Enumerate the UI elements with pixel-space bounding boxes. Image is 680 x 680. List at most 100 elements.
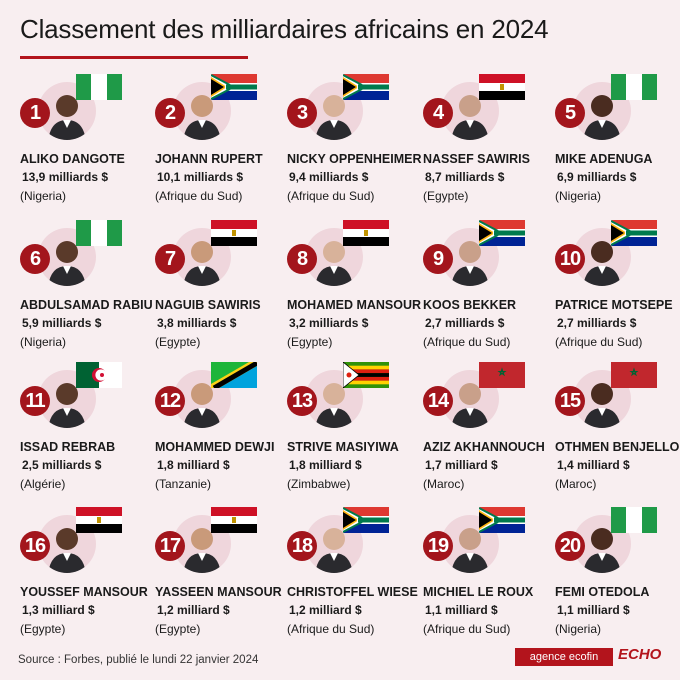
- billionaire-card: 20 FEMI OTEDOLA 1,1 milliard $ (Nigeria): [555, 507, 680, 636]
- net-worth: 2,7 milliards $: [425, 316, 505, 330]
- egypt-flag-icon: [479, 74, 525, 100]
- billionaire-card: 9 KOOS BEKKER 2,7 milliards $ (Afrique du S…: [423, 220, 557, 349]
- rank-badge: 18: [287, 531, 317, 561]
- billionaire-card: 14 AZIZ AKHANNOUCH 1,7 milliard $ (Maroc): [423, 362, 557, 491]
- billionaire-card: 1 ALIKO DANGOTE 13,9 milliards $ (Nigeria): [20, 74, 154, 203]
- net-worth: 5,9 milliards $: [22, 316, 102, 330]
- billionaire-name: OTHMEN BENJELLOUN: [555, 440, 680, 454]
- country: (Afrique du Sud): [287, 622, 375, 636]
- net-worth: 2,5 milliards $: [22, 458, 102, 472]
- country: (Afrique du Sud): [155, 189, 243, 203]
- rank-badge: 17: [155, 531, 185, 561]
- south-africa-flag-icon: [479, 220, 525, 246]
- net-worth: 1,1 milliard $: [425, 603, 498, 617]
- rank-badge: 15: [555, 386, 585, 416]
- rank-badge: 3: [287, 98, 317, 128]
- rank-badge: 2: [155, 98, 185, 128]
- billionaire-card: 10 PATRICE MOTSEPE 2,7 milliards $ (Afrique…: [555, 220, 680, 349]
- rank-badge: 19: [423, 531, 453, 561]
- billionaire-name: NAGUIB SAWIRIS: [155, 298, 261, 312]
- south-africa-flag-icon: [343, 74, 389, 100]
- billionaire-card: 7 NAGUIB SAWIRIS 3,8 milliards $ (Egypte): [155, 220, 289, 349]
- rank-badge: 12: [155, 386, 185, 416]
- net-worth: 8,7 milliards $: [425, 170, 505, 184]
- country: (Nigeria): [555, 622, 602, 636]
- net-worth: 6,9 milliards $: [557, 170, 637, 184]
- billionaire-card: 18 CHRISTOFFEL WIESE 1,2 milliard $ (Afriqu…: [287, 507, 421, 636]
- echo-logo: ECHO: [618, 646, 662, 663]
- billionaire-name: NICKY OPPENHEIMER: [287, 152, 422, 166]
- billionaire-name: MIKE ADENUGA: [555, 152, 653, 166]
- agence-ecofin-logo: agence ecofin: [515, 648, 613, 666]
- nigeria-flag-icon: [611, 74, 657, 100]
- net-worth: 1,4 milliard $: [557, 458, 630, 472]
- country: (Afrique du Sud): [423, 335, 511, 349]
- portrait-photo: [441, 515, 499, 573]
- rank-badge: 20: [555, 531, 585, 561]
- billionaire-name: ALIKO DANGOTE: [20, 152, 125, 166]
- morocco-flag-icon: [479, 362, 525, 388]
- billionaire-card: 8 MOHAMED MANSOUR 3,2 milliards $ (Egypte): [287, 220, 422, 349]
- country: (Egypte): [287, 335, 333, 349]
- rank-badge: 13: [287, 386, 317, 416]
- zimbabwe-flag-icon: [343, 362, 389, 388]
- billionaire-card: 12 MOHAMMED DEWJI 1,8 milliard $ (Tanzanie): [155, 362, 289, 491]
- net-worth: 13,9 milliards $: [22, 170, 109, 184]
- south-africa-flag-icon: [343, 507, 389, 533]
- billionaire-name: MOHAMED MANSOUR: [287, 298, 422, 312]
- rank-badge: 14: [423, 386, 453, 416]
- billionaire-card: 16 YOUSSEF MANSOUR 1,3 milliard $ (Egypte): [20, 507, 154, 636]
- country: (Zimbabwe): [287, 477, 351, 491]
- country: (Afrique du Sud): [555, 335, 643, 349]
- net-worth: 1,2 milliard $: [157, 603, 230, 617]
- billionaire-name: MOHAMMED DEWJI: [155, 440, 275, 454]
- billionaire-card: 2 JOHANN RUPERT 10,1 milliards $ (Afrique d…: [155, 74, 289, 203]
- egypt-flag-icon: [343, 220, 389, 246]
- country: (Maroc): [555, 477, 597, 491]
- rank-badge: 4: [423, 98, 453, 128]
- net-worth: 9,4 milliards $: [289, 170, 369, 184]
- nigeria-flag-icon: [611, 507, 657, 533]
- billionaire-name: ISSAD REBRAB: [20, 440, 116, 454]
- rank-badge: 7: [155, 244, 185, 274]
- tanzania-flag-icon: [211, 362, 257, 388]
- source-note: Source : Forbes, publié le lundi 22 janv…: [18, 654, 259, 666]
- nigeria-flag-icon: [76, 74, 122, 100]
- country: (Nigeria): [20, 189, 67, 203]
- rank-badge: 10: [555, 244, 585, 274]
- billionaire-card: 6 ABDULSAMAD RABIU 5,9 milliards $ (Nigeria…: [20, 220, 154, 349]
- country: (Maroc): [423, 477, 465, 491]
- country: (Egypte): [20, 622, 66, 636]
- billionaire-name: PATRICE MOTSEPE: [555, 298, 673, 312]
- country: (Afrique du Sud): [423, 622, 511, 636]
- rank-badge: 5: [555, 98, 585, 128]
- net-worth: 1,1 milliard $: [557, 603, 630, 617]
- egypt-flag-icon: [211, 220, 257, 246]
- country: (Nigeria): [555, 189, 602, 203]
- algeria-flag-icon: [76, 362, 122, 388]
- egypt-flag-icon: [76, 507, 122, 533]
- billionaire-card: 5 MIKE ADENUGA 6,9 milliards $ (Nigeria): [555, 74, 680, 203]
- billionaire-name: STRIVE MASIYIWA: [287, 440, 399, 454]
- country: (Nigeria): [20, 335, 67, 349]
- billionaire-card: 3 NICKY OPPENHEIMER 9,4 milliards $ (Afriqu…: [287, 74, 422, 203]
- morocco-flag-icon: [611, 362, 657, 388]
- net-worth: 1,2 milliard $: [289, 603, 362, 617]
- net-worth: 1,3 milliard $: [22, 603, 95, 617]
- nigeria-flag-icon: [76, 220, 122, 246]
- net-worth: 10,1 milliards $: [157, 170, 244, 184]
- billionaire-name: NASSEF SAWIRIS: [423, 152, 530, 166]
- south-africa-flag-icon: [611, 220, 657, 246]
- rank-badge: 16: [20, 531, 50, 561]
- country: (Egypte): [155, 335, 201, 349]
- billionaire-card: 19 MICHIEL LE ROUX 1,1 milliard $ (Afrique …: [423, 507, 557, 636]
- net-worth: 1,8 milliard $: [289, 458, 362, 472]
- rank-badge: 6: [20, 244, 50, 274]
- billionaire-name: AZIZ AKHANNOUCH: [423, 440, 545, 454]
- title-underline: [20, 56, 248, 59]
- billionaire-name: YOUSSEF MANSOUR: [20, 585, 148, 599]
- billionaire-card: 4 NASSEF SAWIRIS 8,7 milliards $ (Egypte): [423, 74, 557, 203]
- billionaire-card: 15 OTHMEN BENJELLOUN 1,4 milliard $ (Maroc): [555, 362, 680, 491]
- south-africa-flag-icon: [479, 507, 525, 533]
- rank-badge: 9: [423, 244, 453, 274]
